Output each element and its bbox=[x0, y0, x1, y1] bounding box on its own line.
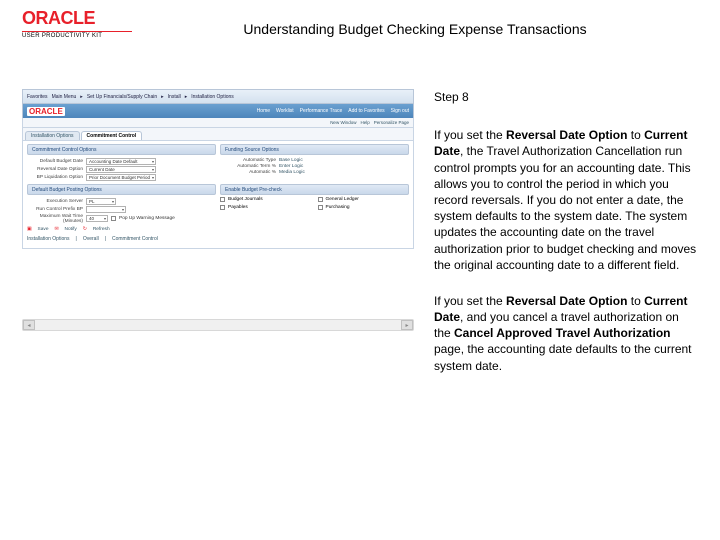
label-popup-warning: Pop Up Warning Message bbox=[119, 216, 175, 221]
label-general-ledger: General Ledger bbox=[326, 197, 359, 202]
page-title: Understanding Budget Checking Expense Tr… bbox=[132, 11, 698, 37]
tab-commitment-control[interactable]: Commitment Control bbox=[81, 131, 143, 140]
label-auto-pct: Automatic % bbox=[220, 170, 276, 175]
subnav-personalize[interactable]: Personalize Page bbox=[374, 120, 409, 125]
input-run-control-prefix[interactable] bbox=[86, 206, 126, 213]
nav-fav[interactable]: Add to Favorites bbox=[348, 108, 384, 114]
instruction-text: Step 8 If you set the Reversal Date Opti… bbox=[434, 89, 698, 394]
oracle-logo-block: ORACLE USER PRODUCTIVITY KIT bbox=[22, 8, 132, 39]
tab-strip: Installation Options Commitment Control bbox=[22, 128, 414, 140]
nav-home[interactable]: Home bbox=[257, 108, 270, 114]
label-payables: Payables bbox=[228, 205, 248, 210]
label-purchasing: Purchasing bbox=[326, 205, 350, 210]
section-budget-posting: Default Budget Posting Options bbox=[27, 184, 216, 195]
section-budget-precheck: Enable Budget Pre-check bbox=[220, 184, 409, 195]
sub-nav: New Window Help Personalize Page bbox=[22, 118, 414, 128]
breadcrumb-item[interactable]: Favorites bbox=[27, 94, 48, 100]
oracle-logo-sub: USER PRODUCTIVITY KIT bbox=[22, 31, 132, 39]
value-auto-term: Enter Logic bbox=[279, 164, 303, 169]
select-default-budget-date[interactable]: Accounting Date Default bbox=[86, 158, 156, 165]
step-label: Step 8 bbox=[434, 89, 698, 105]
footer-commitment[interactable]: Commitment Control bbox=[112, 236, 158, 242]
nav-perf[interactable]: Performance Trace bbox=[300, 108, 343, 114]
app-screenshot: Favorites Main Menu ▸ Set Up Financials/S… bbox=[22, 89, 414, 394]
label-budget-journals: Budget Journals bbox=[228, 197, 263, 202]
label-auto-term: Automatic Term % bbox=[220, 164, 276, 169]
refresh-button[interactable]: Refresh bbox=[93, 227, 110, 232]
scroll-right-icon[interactable]: ▸ bbox=[401, 320, 413, 330]
tab-installation[interactable]: Installation Options bbox=[25, 131, 80, 140]
bold-reversal-date-option-2: Reversal Date Option bbox=[506, 294, 627, 308]
checkbox-budget-journals[interactable] bbox=[220, 197, 225, 202]
checkbox-popup-warning[interactable] bbox=[111, 216, 116, 221]
label-default-budget-date: Default Budget Date bbox=[27, 159, 83, 164]
checkbox-general-ledger[interactable] bbox=[318, 197, 323, 202]
label-bp-liquidation: BP Liquidation Option bbox=[27, 175, 83, 180]
notify-button[interactable]: Notify bbox=[65, 227, 77, 232]
select-exec-server[interactable]: PL bbox=[86, 198, 116, 205]
horizontal-scrollbar[interactable]: ◂ ▸ bbox=[22, 319, 414, 331]
bold-cancel-page: Cancel Approved Travel Authorization bbox=[454, 326, 670, 340]
subnav-help[interactable]: Help bbox=[360, 120, 369, 125]
label-exec-server: Execution Server bbox=[27, 199, 83, 204]
notify-icon: ✉ bbox=[54, 227, 58, 232]
footer-overall[interactable]: Overall bbox=[83, 236, 99, 242]
section-commitment-control: Commitment Control Options bbox=[27, 144, 216, 155]
nav-bar: ORACLE Home Worklist Performance Trace A… bbox=[22, 104, 414, 118]
label-auto-type: Automatic Type bbox=[220, 158, 276, 163]
value-auto-type: Base Logic bbox=[279, 158, 303, 163]
checkbox-purchasing[interactable] bbox=[318, 205, 323, 210]
breadcrumb-bar: Favorites Main Menu▸ Set Up Financials/S… bbox=[22, 89, 414, 104]
label-reversal-date-option: Reversal Date Option bbox=[27, 167, 83, 172]
save-button[interactable]: Save bbox=[38, 227, 49, 232]
nav-worklist[interactable]: Worklist bbox=[276, 108, 294, 114]
paragraph-2: If you set the Reversal Date Option to C… bbox=[434, 293, 698, 374]
breadcrumb-item[interactable]: Installation Options bbox=[191, 94, 234, 100]
select-bp-liquidation[interactable]: Prior Document Budget Period bbox=[86, 174, 156, 181]
subnav-newwindow[interactable]: New Window bbox=[330, 120, 356, 125]
scroll-left-icon[interactable]: ◂ bbox=[23, 320, 35, 330]
mini-oracle-logo: ORACLE bbox=[27, 107, 65, 116]
select-reversal-date-option[interactable]: Current Date bbox=[86, 166, 156, 173]
checkbox-payables[interactable] bbox=[220, 205, 225, 210]
input-max-wait[interactable]: 40 bbox=[86, 215, 108, 222]
refresh-icon: ↻ bbox=[83, 227, 87, 232]
bold-reversal-date-option: Reversal Date Option bbox=[506, 128, 627, 142]
value-auto-pct: Media Logic bbox=[279, 170, 305, 175]
footer-installation[interactable]: Installation Options bbox=[27, 236, 70, 242]
breadcrumb-item[interactable]: Main Menu bbox=[52, 94, 77, 100]
oracle-logo: ORACLE bbox=[22, 8, 132, 29]
save-icon: ▣ bbox=[27, 227, 32, 232]
paragraph-1: If you set the Reversal Date Option to C… bbox=[434, 127, 698, 273]
label-max-wait: Maximum Wait Time (Minutes) bbox=[27, 214, 83, 224]
nav-signout[interactable]: Sign out bbox=[391, 108, 409, 114]
breadcrumb-item[interactable]: Install bbox=[168, 94, 181, 100]
label-run-control-prefix: Run Control Prefix BP bbox=[27, 207, 83, 212]
form-body: Commitment Control Options Default Budge… bbox=[22, 140, 414, 249]
breadcrumb-item[interactable]: Set Up Financials/Supply Chain bbox=[87, 94, 157, 100]
section-funding-source: Funding Source Options bbox=[220, 144, 409, 155]
